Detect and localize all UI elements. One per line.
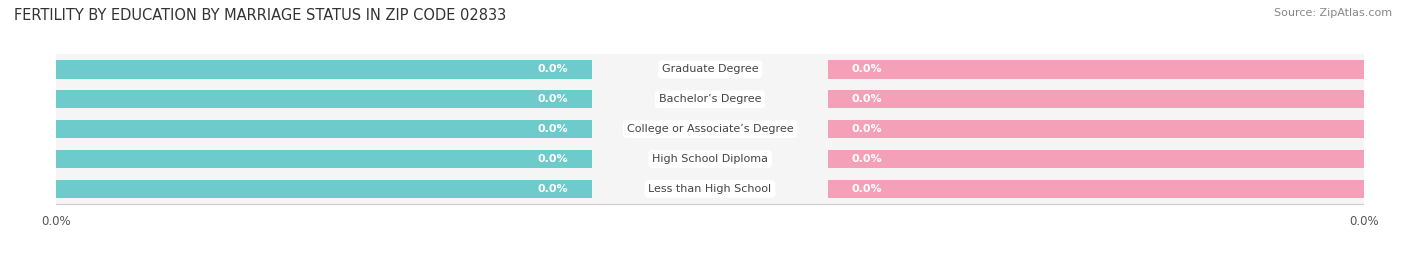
Bar xyxy=(56,90,592,108)
Bar xyxy=(828,120,1364,138)
Text: 0.0%: 0.0% xyxy=(852,94,882,104)
Text: 0.0%: 0.0% xyxy=(852,154,882,164)
Bar xyxy=(56,180,592,198)
Bar xyxy=(56,54,1364,84)
Bar xyxy=(56,144,1364,174)
Text: 0.0%: 0.0% xyxy=(538,154,568,164)
Text: 0.0%: 0.0% xyxy=(852,64,882,74)
Text: 0.0%: 0.0% xyxy=(538,184,568,194)
Bar xyxy=(56,60,592,79)
Text: Source: ZipAtlas.com: Source: ZipAtlas.com xyxy=(1274,8,1392,18)
Bar xyxy=(56,120,592,138)
Text: FERTILITY BY EDUCATION BY MARRIAGE STATUS IN ZIP CODE 02833: FERTILITY BY EDUCATION BY MARRIAGE STATU… xyxy=(14,8,506,23)
Text: 0.0%: 0.0% xyxy=(538,94,568,104)
Bar xyxy=(56,174,1364,204)
Bar xyxy=(828,150,1364,168)
Text: Graduate Degree: Graduate Degree xyxy=(662,64,758,74)
Bar xyxy=(828,90,1364,108)
Bar xyxy=(828,60,1364,79)
Text: 0.0%: 0.0% xyxy=(538,64,568,74)
Text: Less than High School: Less than High School xyxy=(648,184,772,194)
Text: College or Associate’s Degree: College or Associate’s Degree xyxy=(627,124,793,134)
Bar xyxy=(56,114,1364,144)
Text: Bachelor’s Degree: Bachelor’s Degree xyxy=(659,94,761,104)
Bar xyxy=(828,180,1364,198)
Text: 0.0%: 0.0% xyxy=(852,184,882,194)
Text: High School Diploma: High School Diploma xyxy=(652,154,768,164)
Text: 0.0%: 0.0% xyxy=(538,124,568,134)
Bar xyxy=(56,84,1364,114)
Bar xyxy=(56,150,592,168)
Text: 0.0%: 0.0% xyxy=(852,124,882,134)
